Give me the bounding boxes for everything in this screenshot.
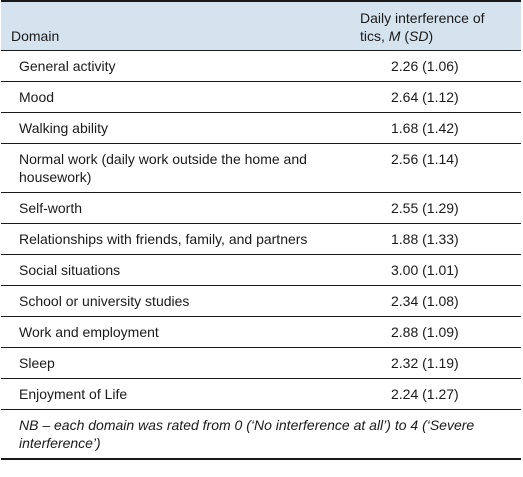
domain-cell: Work and employment: [1, 316, 341, 348]
table-header: Domain Daily interference of tics, M (SD…: [1, 2, 521, 51]
domain-cell: Self-worth: [1, 192, 341, 224]
domain-cell: Walking ability: [1, 112, 341, 144]
table-row: Sleep 2.32 (1.19): [1, 347, 521, 379]
table-row: Normal work (daily work outside the home…: [1, 143, 521, 193]
value-cell: 1.68 (1.42): [341, 112, 521, 144]
value-cell: 2.32 (1.19): [341, 347, 521, 379]
table-row: General activity 2.26 (1.06): [1, 50, 521, 82]
value-cell: 3.00 (1.01): [341, 254, 521, 286]
table-row: Mood 2.64 (1.12): [1, 81, 521, 113]
header-row: Domain Daily interference of tics, M (SD…: [1, 2, 521, 51]
header-value-mid: (: [400, 28, 410, 44]
table-row: Work and employment 2.88 (1.09): [1, 316, 521, 348]
table-row: Enjoyment of Life 2.24 (1.27): [1, 378, 521, 410]
table-body: General activity 2.26 (1.06) Mood 2.64 (…: [1, 50, 521, 410]
value-cell: 2.64 (1.12): [341, 81, 521, 113]
domain-cell: Normal work (daily work outside the home…: [1, 143, 341, 193]
data-table-container: Domain Daily interference of tics, M (SD…: [1, 0, 521, 460]
value-cell: 2.56 (1.14): [341, 143, 521, 193]
value-cell: 2.26 (1.06): [341, 50, 521, 82]
table-row: Self-worth 2.55 (1.29): [1, 192, 521, 224]
interference-table: Domain Daily interference of tics, M (SD…: [1, 2, 521, 410]
header-value-prefix: tics,: [360, 28, 389, 44]
domain-cell: Enjoyment of Life: [1, 378, 341, 410]
table-footnote: NB – each domain was rated from 0 (‘No i…: [19, 417, 475, 451]
value-cell: 2.24 (1.27): [341, 378, 521, 410]
table-row: Relationships with friends, family, and …: [1, 223, 521, 255]
header-value-mean-symbol: M: [388, 28, 401, 44]
table-row: School or university studies 2.34 (1.08): [1, 285, 521, 317]
table-row: Social situations 3.00 (1.01): [1, 254, 521, 286]
domain-cell: Sleep: [1, 347, 341, 379]
header-value-line1: Daily interference of: [360, 10, 485, 26]
value-cell: 2.55 (1.29): [341, 192, 521, 224]
header-domain: Domain: [1, 2, 341, 51]
value-cell: 1.88 (1.33): [341, 223, 521, 255]
domain-cell: School or university studies: [1, 285, 341, 317]
header-daily-interference: Daily interference of tics, M (SD): [341, 2, 521, 51]
header-value-end: ): [428, 28, 434, 44]
domain-cell: Mood: [1, 81, 341, 113]
value-cell: 2.88 (1.09): [341, 316, 521, 348]
domain-cell: General activity: [1, 50, 341, 82]
table-row: Walking ability 1.68 (1.42): [1, 112, 521, 144]
value-cell: 2.34 (1.08): [341, 285, 521, 317]
domain-cell: Social situations: [1, 254, 341, 286]
domain-cell: Relationships with friends, family, and …: [1, 223, 341, 255]
header-value-sd-symbol: SD: [409, 28, 429, 44]
